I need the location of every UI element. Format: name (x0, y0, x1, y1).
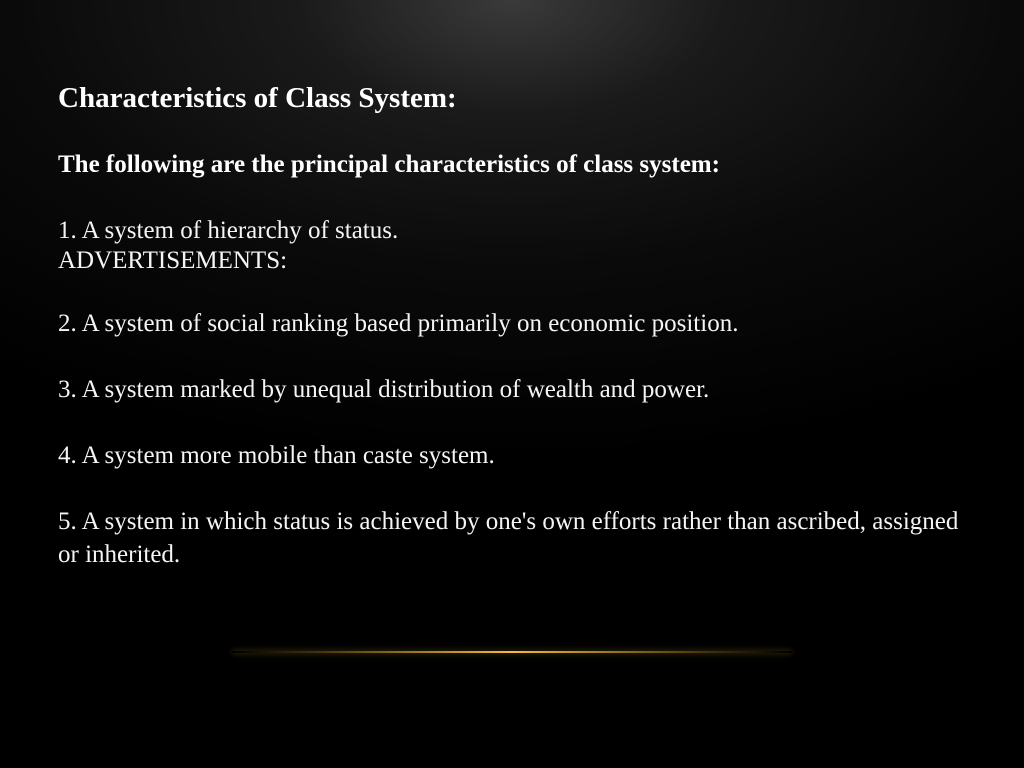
list-item-5: 5. A system in which status is achieved … (58, 505, 966, 573)
decorative-gold-line (232, 651, 792, 653)
list-item-1: 1. A system of hierarchy of status. (58, 214, 966, 248)
slide-title: Characteristics of Class System: (58, 82, 966, 115)
list-item-3: 3. A system marked by unequal distributi… (58, 373, 966, 407)
list-item-4: 4. A system more mobile than caste syste… (58, 439, 966, 473)
advertisements-label: ADVERTISEMENTS: (58, 247, 966, 275)
presentation-slide: Characteristics of Class System: The fol… (0, 0, 1024, 768)
list-item-2: 2. A system of social ranking based prim… (58, 307, 966, 341)
slide-subtitle: The following are the principal characte… (58, 149, 966, 182)
